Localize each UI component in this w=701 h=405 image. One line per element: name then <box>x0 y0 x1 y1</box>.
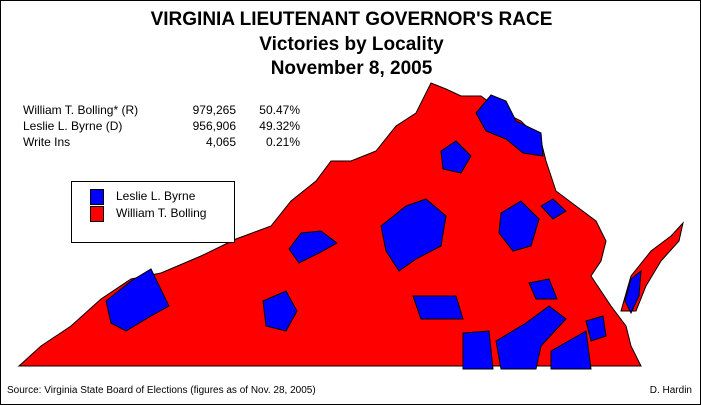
legend-swatch-bolling <box>90 206 104 222</box>
locality-southeast-1 <box>462 330 494 370</box>
locality-eastern-shore <box>624 269 642 315</box>
result-votes: 4,065 <box>205 135 236 149</box>
result-candidate: Leslie L. Byrne (D) <box>23 119 123 133</box>
locality-north-central <box>440 140 472 174</box>
result-candidate: William T. Bolling* (R) <box>23 103 139 117</box>
legend-label: William T. Bolling <box>116 206 207 220</box>
legend-label: Leslie L. Byrne <box>116 189 196 203</box>
locality-southside <box>412 295 464 320</box>
map-subtitle: Victories by Locality <box>259 34 444 55</box>
result-percent: 0.21% <box>265 135 300 149</box>
locality-west-central <box>288 230 338 264</box>
result-percent: 50.47% <box>259 103 300 117</box>
map-date: November 8, 2005 <box>270 58 433 79</box>
result-candidate: Write Ins <box>23 135 71 149</box>
locality-nova <box>475 94 544 157</box>
result-votes: 956,906 <box>192 119 236 133</box>
locality-richmond <box>498 200 540 252</box>
result-percent: 49.32% <box>259 119 300 133</box>
locality-southwest <box>105 268 170 332</box>
locality-peninsula <box>528 278 558 300</box>
locality-southeast-3 <box>550 330 592 370</box>
locality-southeast-2 <box>495 305 567 370</box>
locality-south-central <box>262 290 298 332</box>
locality-hampton-roads <box>585 315 607 342</box>
locality-northern-neck <box>540 198 567 220</box>
locality-central <box>380 198 447 272</box>
byrne-localities <box>105 94 642 370</box>
map-title: VIRGINIA LIEUTENANT GOVERNOR'S RACE <box>150 9 553 30</box>
source-note: Source: Virginia State Board of Election… <box>7 385 316 396</box>
legend-swatch-byrne <box>90 189 104 205</box>
author-credit: D. Hardin <box>649 385 692 396</box>
virginia-state-bolling <box>17 82 642 367</box>
result-votes: 979,265 <box>192 103 236 117</box>
legend: Leslie L. Byrne William T. Bolling <box>71 181 235 243</box>
